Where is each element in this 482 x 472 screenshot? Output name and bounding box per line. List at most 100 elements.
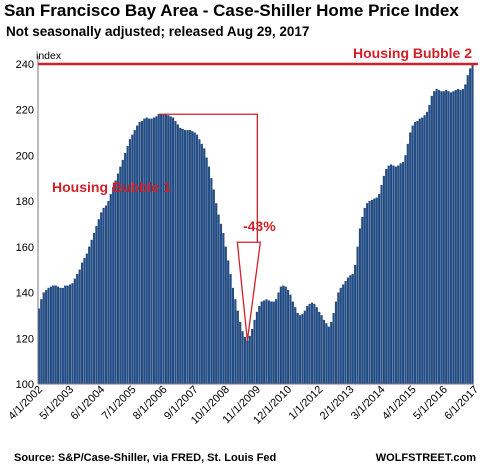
bar [169,116,172,385]
drop-arrow [236,241,262,341]
bar [83,258,86,385]
bar [447,91,450,385]
bar [298,315,302,385]
bar [368,201,371,385]
bar [66,285,69,385]
bar [114,180,117,385]
bar [339,287,342,385]
bar [363,207,366,385]
bar [186,130,189,385]
bar [234,299,237,385]
bar [356,246,359,385]
bar [136,125,139,385]
bar [231,287,235,385]
bar [227,260,230,385]
bar [76,274,79,385]
bar [270,301,273,385]
x-tick-label: 6/1/2017 [442,384,481,423]
bar [437,90,441,385]
bar [459,90,462,385]
y-axis-label: index [36,50,62,62]
bar [47,287,50,385]
bar [289,294,292,385]
bar [128,139,132,385]
bar [402,162,405,385]
bar [205,157,208,385]
bar [332,313,335,385]
bar [452,91,455,385]
bar [188,130,191,385]
bar [461,89,464,385]
bar [366,203,369,385]
bar [272,301,275,385]
bar [112,187,115,385]
bar [390,164,393,385]
bar [104,205,108,385]
bar [430,95,433,385]
bar [334,301,338,385]
bar [42,292,45,385]
bar [351,274,354,385]
bar [320,315,323,385]
bar [425,111,429,385]
bar [279,286,282,385]
drop-bracket [158,113,258,243]
y-tick-label: 160 [16,242,34,254]
bar [303,310,306,385]
y-tick-label: 180 [16,196,34,208]
bar [325,323,328,385]
bar [433,91,436,385]
bar [406,143,409,385]
bar [409,132,412,385]
bar [164,114,167,385]
bar [385,169,388,385]
bar [263,300,266,385]
bubble1-label: Housing Bubble 1 [52,179,171,195]
bar [246,340,249,385]
bar [330,322,333,385]
bar [454,90,457,385]
bar [236,310,239,385]
bar [45,290,48,385]
bar [155,116,158,385]
bar [394,166,397,385]
bar [354,265,357,385]
bar [258,306,261,385]
bar [361,217,364,385]
bar [464,84,467,385]
bar [416,121,419,385]
bar [442,91,445,385]
bar [210,178,213,385]
bar [191,131,194,385]
bar [253,319,256,385]
bar [212,189,215,385]
y-tick-label: 100 [16,379,34,391]
bar [287,290,290,385]
bar [411,125,414,385]
bar [306,306,309,385]
bar [342,284,345,385]
bar [160,114,163,385]
bar [71,283,74,385]
bar [378,194,381,385]
bar [100,212,103,385]
bar [88,246,91,385]
bar [224,246,227,385]
bar [116,173,120,385]
bar [198,139,201,385]
y-tick-label: 200 [16,150,34,162]
bar [49,286,52,385]
bar [61,287,64,385]
bar [248,335,251,385]
bar [337,292,340,385]
bar [358,228,361,385]
bar [466,75,469,385]
bar [54,285,57,385]
bar [207,166,211,385]
bar [219,223,223,385]
bar [109,194,112,385]
bar [162,114,165,385]
bar [318,311,321,385]
bar [265,299,268,385]
bar [176,124,179,385]
